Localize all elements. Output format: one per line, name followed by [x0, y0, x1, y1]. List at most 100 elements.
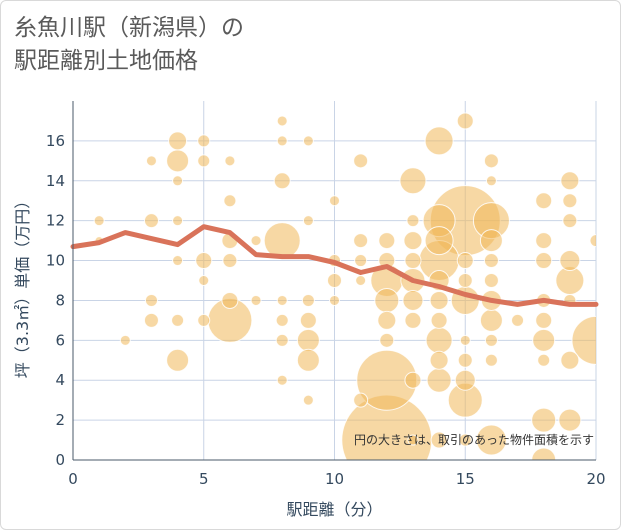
average-line-series	[70, 224, 599, 307]
data-point	[144, 293, 158, 307]
data-point	[404, 371, 422, 389]
data-point	[483, 153, 499, 169]
data-point	[302, 135, 314, 147]
data-point	[560, 171, 580, 191]
y-tick-label: 14	[46, 172, 65, 190]
data-point	[456, 112, 474, 130]
y-axis-title: 坪（3.3㎡）単価（万円）	[13, 193, 32, 378]
y-tick-label: 4	[55, 371, 65, 389]
data-point	[353, 233, 369, 249]
data-point	[250, 235, 262, 247]
data-point	[379, 332, 395, 348]
x-tick-label: 0	[68, 470, 78, 488]
data-point	[403, 231, 423, 251]
data-point	[354, 254, 368, 268]
data-point	[299, 311, 317, 329]
x-axis-title: 駅距離（分）	[286, 500, 382, 519]
data-point	[429, 350, 449, 370]
data-point	[532, 328, 556, 352]
data-point	[475, 424, 507, 456]
data-point	[378, 232, 396, 250]
data-point	[454, 369, 476, 391]
data-point	[276, 135, 288, 147]
data-point	[559, 250, 581, 272]
data-point	[535, 252, 553, 270]
data-point	[535, 192, 553, 210]
data-point	[355, 275, 367, 286]
data-point	[425, 326, 453, 354]
data-point	[168, 131, 188, 151]
data-point	[426, 367, 452, 393]
data-point	[353, 153, 369, 169]
data-point	[143, 312, 159, 328]
data-point	[457, 352, 473, 368]
data-point	[250, 294, 262, 306]
axes: 0 5 10 15 20 0 2 4 6 8 10 12 14 16	[46, 101, 606, 488]
bubble-size-note: 円の大きさは、取引のあった物件面積を示す	[354, 432, 594, 447]
data-point	[143, 213, 159, 229]
data-point	[402, 289, 424, 311]
data-point	[562, 193, 578, 209]
x-tick-label: 15	[456, 470, 475, 488]
data-point	[535, 311, 553, 329]
data-point	[429, 290, 449, 310]
data-point	[430, 431, 448, 449]
chart-title-line-1: 糸魚川駅（新潟県）の	[14, 15, 244, 41]
data-point	[198, 275, 210, 286]
data-point	[377, 310, 397, 330]
data-point	[430, 311, 448, 329]
data-point	[276, 115, 288, 127]
data-point	[166, 348, 190, 372]
data-point	[406, 214, 420, 228]
data-point	[589, 234, 596, 248]
data-point	[562, 213, 578, 229]
y-tick-label: 12	[46, 212, 65, 230]
data-point	[404, 252, 422, 270]
data-point	[485, 175, 497, 187]
data-point	[424, 126, 454, 156]
data-point	[479, 308, 503, 332]
data-point	[484, 333, 498, 347]
chart-title: 糸魚川駅（新潟県）の 駅距離別土地価格	[14, 12, 244, 78]
data-point	[535, 232, 553, 250]
data-point	[172, 215, 184, 227]
data-point	[275, 333, 289, 347]
y-tick-label: 0	[55, 451, 65, 469]
data-point	[119, 334, 131, 346]
data-point	[301, 293, 315, 307]
y-tick-label: 16	[46, 132, 65, 150]
data-point	[511, 313, 525, 327]
data-point	[222, 253, 238, 269]
data-point	[399, 167, 427, 195]
data-point	[273, 172, 291, 190]
y-tick-label: 6	[55, 331, 65, 349]
data-point	[195, 252, 213, 270]
data-point	[479, 229, 503, 253]
data-point	[171, 313, 185, 327]
data-point	[302, 215, 314, 227]
data-point	[571, 315, 596, 365]
x-tick-label: 5	[199, 470, 209, 488]
data-point	[166, 149, 190, 173]
data-point	[407, 434, 419, 446]
data-point	[374, 287, 400, 313]
data-point	[329, 294, 340, 306]
data-point	[93, 215, 105, 227]
data-point	[459, 334, 471, 346]
data-point	[458, 433, 472, 447]
data-point	[197, 313, 211, 327]
data-point	[327, 273, 342, 288]
x-tick-label: 20	[586, 470, 605, 488]
data-point	[296, 328, 320, 352]
data-point	[172, 255, 184, 267]
data-point	[483, 273, 499, 288]
data-point	[404, 311, 422, 329]
y-tick-label: 10	[46, 252, 65, 270]
chart-title-line-2: 駅距離別土地価格	[14, 48, 198, 74]
data-point	[302, 394, 314, 406]
y-tick-label: 8	[55, 291, 65, 309]
y-tick-label: 2	[55, 411, 65, 429]
data-point	[276, 294, 288, 306]
data-point	[329, 195, 340, 207]
